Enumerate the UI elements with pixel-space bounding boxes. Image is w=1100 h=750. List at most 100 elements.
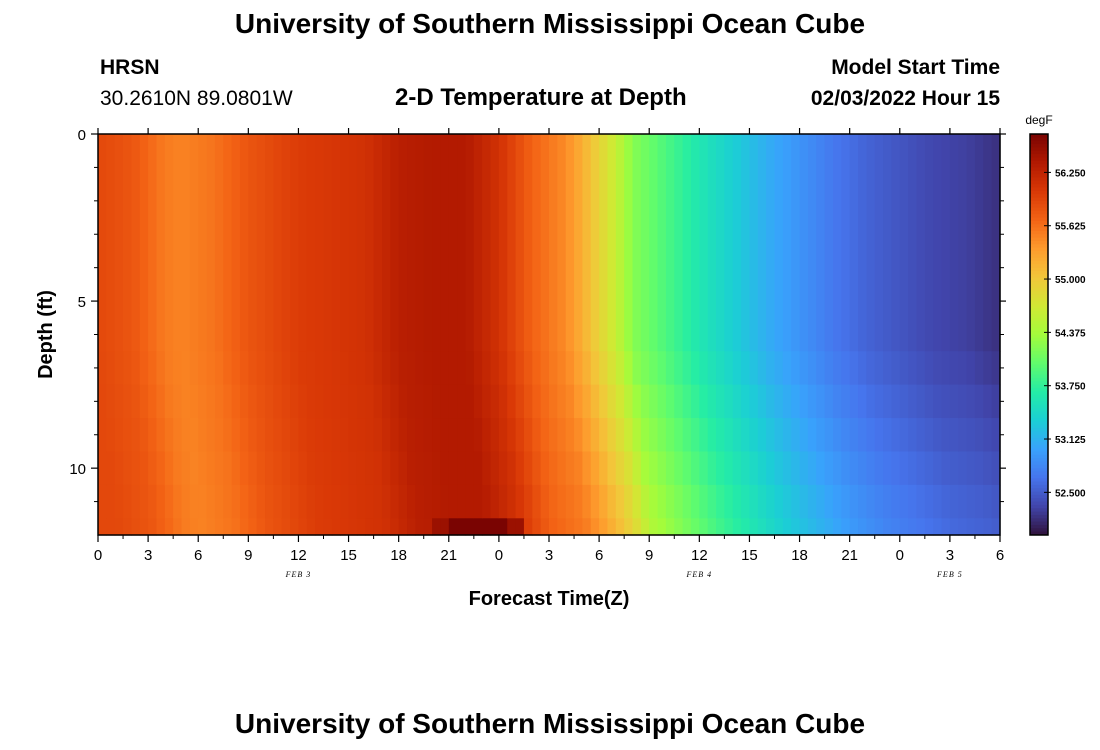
heatmap-cell: [482, 134, 492, 352]
heatmap-cell: [139, 484, 149, 519]
heatmap-cell: [582, 134, 592, 352]
colorbar-segment: [1030, 311, 1048, 315]
heatmap-cell: [549, 134, 558, 352]
heatmap-cell: [139, 451, 149, 486]
footer-title: University of Southern Mississippi Ocean…: [234, 708, 866, 739]
heatmap-cell: [832, 351, 842, 386]
colorbar-segment: [1030, 324, 1048, 329]
heatmap-cell: [682, 451, 692, 486]
heatmap-cell: [290, 484, 300, 519]
heatmap-cell: [198, 518, 208, 536]
heatmap-cell: [340, 418, 350, 453]
heatmap-cell: [323, 418, 333, 453]
heatmap-cell: [532, 351, 542, 386]
heatmap-cell: [423, 518, 433, 536]
heatmap-cell: [490, 384, 500, 419]
heatmap-cell: [331, 134, 341, 352]
heatmap-cell: [365, 351, 375, 386]
heatmap-cell: [181, 134, 191, 352]
heatmap-cell: [924, 484, 934, 519]
heatmap-cell: [924, 134, 934, 352]
heatmap-cell: [223, 484, 233, 519]
heatmap-cell: [716, 134, 725, 352]
colorbar-segment: [1030, 167, 1048, 172]
heatmap-cell: [966, 418, 976, 453]
heatmap-cell: [340, 518, 350, 536]
heatmap-cell: [590, 418, 600, 453]
heatmap-cell: [858, 484, 867, 519]
heatmap-cell: [340, 451, 350, 486]
heatmap-cell: [398, 384, 408, 419]
heatmap-cell: [766, 384, 776, 419]
heatmap-cell: [807, 418, 817, 453]
heatmap-cell: [114, 451, 124, 486]
heatmap-cell: [782, 518, 792, 536]
colorbar-segment: [1030, 361, 1048, 366]
heatmap-cell: [716, 351, 725, 386]
colorbar-segment: [1030, 170, 1048, 175]
heatmap-cell: [532, 134, 542, 352]
heatmap-cell: [991, 418, 1001, 453]
colorbar-segment: [1030, 277, 1048, 282]
heatmap-cell: [991, 518, 1001, 536]
heatmap-cell: [632, 418, 642, 453]
heatmap-cell: [582, 484, 592, 519]
colorbar-segment: [1030, 444, 1048, 449]
heatmap-cell: [123, 418, 133, 453]
heatmap-cell: [874, 134, 884, 352]
heatmap-cell: [181, 351, 191, 386]
heatmap-cell: [390, 418, 400, 453]
colorbar-segment: [1030, 287, 1048, 292]
heatmap-cell: [816, 484, 826, 519]
heatmap-cell: [757, 384, 767, 419]
colorbar-segment: [1030, 134, 1048, 138]
heatmap-cell: [724, 451, 734, 486]
heatmap-cell: [640, 384, 650, 419]
colorbar-segment: [1030, 194, 1048, 198]
heatmap-cell: [974, 134, 984, 352]
colorbar-segment: [1030, 237, 1048, 242]
heatmap-cell: [223, 134, 233, 352]
colorbar-segment: [1030, 434, 1048, 439]
heatmap-cell: [724, 484, 734, 519]
heatmap-cell: [415, 351, 425, 386]
x-tick-label: 18: [791, 547, 808, 564]
heatmap-cell: [340, 134, 350, 352]
heatmap-cell: [624, 418, 634, 453]
heatmap-cell: [231, 351, 241, 386]
heatmap-cell: [281, 351, 291, 386]
heatmap-cell: [615, 484, 625, 519]
heatmap-cell: [590, 484, 600, 519]
heatmap-cell: [716, 418, 725, 453]
heatmap-cell: [457, 134, 467, 352]
heatmap-cell: [148, 418, 158, 453]
heatmap-cell: [148, 451, 158, 486]
heatmap-cell: [465, 518, 475, 536]
heatmap-cell: [323, 384, 333, 419]
heatmap-cell: [340, 484, 350, 519]
heatmap-cell: [858, 451, 867, 486]
heatmap-cell: [782, 418, 792, 453]
x-tick-label: 12: [290, 547, 307, 564]
heatmap-cell: [482, 451, 492, 486]
heatmap-cell: [214, 384, 224, 419]
heatmap-cell: [365, 484, 375, 519]
colorbar-tick-label: 56.250: [1055, 168, 1086, 179]
heatmap-cell: [640, 451, 650, 486]
heatmap-cell: [498, 484, 508, 519]
colorbar-segment: [1030, 291, 1048, 295]
heatmap-cell: [766, 518, 776, 536]
heatmap-cell: [590, 351, 600, 386]
heatmap-cell: [807, 351, 817, 386]
heatmap-cell: [356, 518, 366, 536]
heatmap-cell: [640, 418, 650, 453]
heatmap-cell: [615, 384, 625, 419]
heatmap-cell: [557, 384, 567, 419]
heatmap-cell: [198, 418, 208, 453]
x-tick-label: 15: [340, 547, 357, 564]
heatmap-cell: [991, 134, 1001, 352]
x-tick-label: 15: [741, 547, 758, 564]
heatmap-cell: [757, 451, 767, 486]
heatmap-cell: [707, 384, 717, 419]
heatmap-cell: [949, 134, 959, 352]
